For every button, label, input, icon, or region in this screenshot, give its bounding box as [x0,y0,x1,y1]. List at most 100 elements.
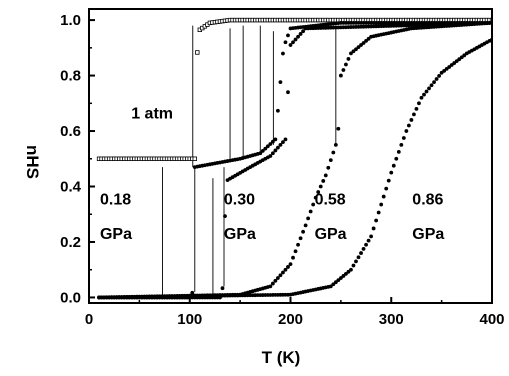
data-point [356,255,361,260]
data-point [359,43,363,47]
data-point [286,265,290,269]
data-point [306,216,311,221]
data-point [341,68,346,72]
data-point [344,271,348,276]
annotations: 1 atm 0.18 GPa 0.30 GPa 0.58 GPa 0.86 GPa [100,106,444,244]
series-4 [97,20,492,300]
data-point [394,156,399,161]
annotation-label: 0.58 [315,192,346,209]
data-point [338,73,343,78]
data-point [313,195,318,200]
y-tick-label: 0.6 [60,123,81,140]
data-point [273,278,278,283]
data-point [389,170,394,175]
data-point [298,32,303,36]
data-point [291,40,295,45]
x-tick-label: 100 [177,311,202,328]
data-point [326,165,331,170]
annotation-label: 0.86 [412,192,443,209]
data-point [286,90,290,95]
data-point [422,92,426,97]
data-point [356,45,361,50]
data-point [268,142,273,146]
data-point [276,276,280,280]
data-point [333,143,338,147]
data-point [328,158,333,163]
data-point [283,40,288,45]
data-point [273,148,278,153]
data-point [414,106,419,111]
data-point [308,209,313,214]
data-point [278,273,283,278]
data-point [291,255,295,260]
data-point [359,251,363,255]
data-point [374,218,379,223]
x-tick-label: 0 [85,311,93,328]
y-tick-label: 0.8 [60,68,81,85]
annotation-label: 0.30 [224,192,255,209]
y-axis: 0.0 0.2 0.4 0.6 0.8 1.0 [60,12,95,306]
series-5 [97,37,492,300]
data-point [424,89,429,94]
y-axis-title: nHS [23,145,42,179]
data-point [195,50,200,55]
data-point [346,57,351,61]
data-point [429,83,434,88]
data-point [278,143,283,147]
data-point [311,202,316,207]
data-point [268,284,273,289]
data-point [401,136,406,140]
data-point [276,108,280,113]
data-point [434,77,439,81]
data-point [288,262,293,267]
series-layer [96,17,492,300]
data-point [399,143,404,147]
data-point [263,146,268,151]
data-point [270,151,275,156]
annotation-label: GPa [315,226,347,243]
data-point [366,36,371,41]
data-point [432,80,436,85]
data-point [391,163,396,168]
data-point [301,29,305,34]
data-point [281,51,285,56]
data-point [409,118,414,122]
data-point [331,282,336,287]
data-point [283,137,288,142]
data-point [396,149,401,154]
data-point [369,234,373,239]
data-point [366,238,371,243]
data-point [346,269,351,274]
plot-frame [88,8,493,304]
data-point [223,214,227,218]
data-point [296,242,300,247]
data-point [384,186,389,191]
annotation-label: 0.18 [100,192,131,209]
data-point [273,137,278,142]
data-point [276,145,280,150]
data-point [281,270,285,275]
data-point [351,49,356,54]
x-tick-label: 300 [379,311,404,328]
hysteresis-lines [162,25,337,298]
data-point [318,184,323,189]
data-point [316,190,321,194]
data-point [190,290,195,295]
data-point [258,151,263,156]
data-point [412,112,416,117]
data-point [286,33,290,38]
data-point [341,274,346,278]
annotation-label: GPa [224,226,256,243]
data-point [419,95,424,100]
data-point [270,139,275,144]
data-point [349,267,353,272]
data-point [321,179,326,183]
annotation-label: 1 atm [131,106,173,123]
data-point [336,126,341,131]
data-point [268,154,273,158]
data-point [296,34,300,39]
y-tick-label: 0.0 [60,289,81,306]
data-point [265,144,270,149]
y-tick-label: 0.2 [60,234,81,251]
